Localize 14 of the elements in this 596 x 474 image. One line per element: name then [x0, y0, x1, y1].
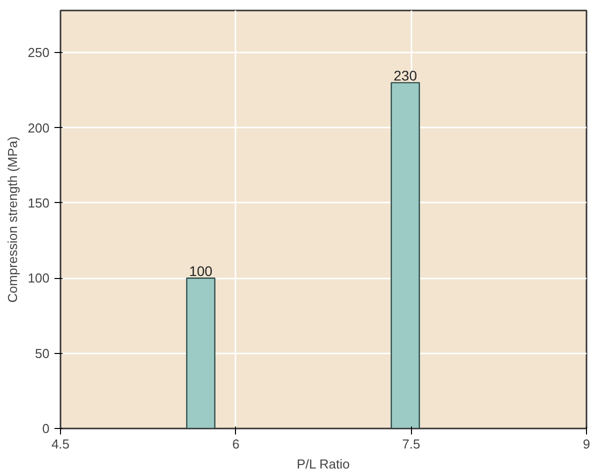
x-tick-label: 9: [582, 436, 590, 452]
y-tick-label: 200: [28, 120, 50, 136]
y-axis-title: Compression strength (MPa): [4, 136, 20, 303]
x-tick-label: 6: [232, 436, 240, 452]
y-tick-label: 0: [42, 421, 50, 436]
data-label: 230: [394, 68, 418, 84]
x-axis-title: P/L Ratio: [296, 456, 350, 472]
x-tick-label: 4.5: [51, 436, 70, 452]
x-tick-label: 7.5: [402, 436, 420, 452]
y-tick-label: 150: [28, 195, 50, 210]
y-tick-label: 250: [28, 45, 50, 60]
y-tick-label: 50: [35, 346, 50, 361]
data-label: 100: [189, 263, 213, 280]
y-tick-label: 100: [28, 270, 50, 286]
